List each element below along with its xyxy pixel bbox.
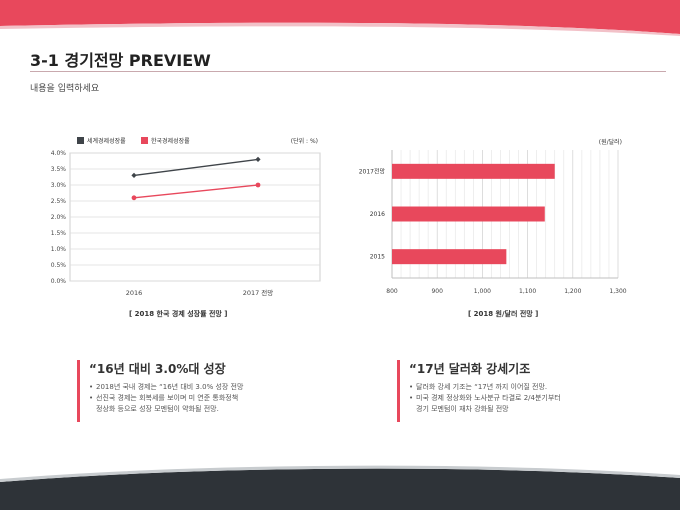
x-tick-label: 2016: [126, 289, 143, 297]
bottom-decorative-band: [0, 465, 680, 510]
bullet-list: 2018년 국내 경제는 “16년 대비 3.0% 성장 전망 선진국 경제는 …: [89, 382, 243, 415]
y-tick-label: 1.0%: [51, 246, 67, 253]
data-point: [255, 156, 261, 162]
bullet-text: 미국 경제 정상화와 노사분규 타결로 2/4분기부터: [416, 394, 561, 402]
x-tick-label: 800: [386, 288, 398, 295]
legend-label: 세계경제성장률: [87, 137, 126, 145]
y-tick-label: 0.5%: [51, 262, 67, 269]
bar: [392, 206, 545, 222]
y-tick-label: 4.0%: [51, 150, 67, 157]
bullet-item: 달러화 강세 기조는 “17년 까지 이어질 전망.: [409, 382, 561, 393]
bullet-list: 달러화 강세 기조는 “17년 까지 이어질 전망. 미국 경제 정상화와 노사…: [409, 382, 561, 415]
category-label: 2015: [370, 254, 385, 261]
data-point: [131, 172, 137, 178]
data-point: [131, 195, 137, 201]
y-tick-label: 1.5%: [51, 230, 67, 237]
unit-label: (원/달러): [599, 138, 622, 146]
y-tick-label: 0.0%: [51, 278, 67, 285]
legend-swatch: [141, 137, 148, 144]
x-tick-label: 1,300: [609, 288, 626, 295]
legend-label: 한국경제성장률: [151, 137, 190, 145]
bullet-text: 달러화 강세 기조는 “17년 까지 이어질 전망.: [416, 383, 548, 391]
block-heading: “17년 달러화 강세기조: [409, 362, 531, 376]
y-tick-label: 3.5%: [51, 166, 67, 173]
x-tick-label: 2017 전망: [243, 288, 274, 297]
x-tick-label: 1,100: [519, 288, 536, 295]
series-line: [133, 158, 259, 177]
top-decorative-band: [0, 0, 680, 36]
category-label: 2017전망: [359, 167, 386, 175]
exchange-rate-bar-chart: (원/달러) 800 900 1,000 1,100 1,200 1,300 2017전망 20…: [359, 138, 627, 295]
page-title: 3-1 경기전망 PREVIEW: [30, 51, 211, 70]
page-subtitle: 내용을 입력하세요: [30, 84, 100, 94]
bullet-text-continued: 정상화 등으로 성장 모멘텀이 약화될 전망.: [96, 405, 219, 413]
accent-bar: [397, 360, 400, 422]
bullet-text: 2018년 국내 경제는 “16년 대비 3.0% 성장 전망: [96, 383, 244, 391]
bullet-item: 2018년 국내 경제는 “16년 대비 3.0% 성장 전망: [89, 382, 243, 393]
y-tick-label: 2.0%: [51, 214, 67, 221]
legend-swatch: [77, 137, 84, 144]
unit-label: (단위 : %): [291, 137, 318, 145]
bar: [392, 249, 507, 265]
y-tick-label: 2.5%: [51, 198, 67, 205]
x-tick-label: 1,000: [474, 288, 491, 295]
category-label: 2016: [370, 211, 385, 218]
bar: [392, 163, 555, 179]
growth-line-chart: 0.0% 0.5% 1.0% 1.5% 2.0% 2.5% 3.0% 3.5% 4.0% 2016…: [51, 137, 321, 297]
x-tick-label: 900: [431, 288, 443, 295]
series-line: [133, 184, 259, 199]
title-divider: [30, 71, 666, 72]
bar-chart-caption: [ 2018 원/달러 전망 ]: [468, 310, 539, 318]
line-chart-caption: [ 2018 한국 경제 성장률 전망 ]: [129, 310, 228, 318]
y-tick-label: 3.0%: [51, 182, 67, 189]
bullet-text-continued: 경기 모멘텀이 재차 강화될 전망: [416, 405, 509, 413]
bullet-text: 선진국 경제는 회복세를 보이며 미 연준 통화정책: [96, 394, 239, 402]
accent-bar: [77, 360, 80, 422]
block-heading: “16년 대비 3.0%대 성장: [89, 362, 226, 376]
data-point: [255, 182, 261, 188]
x-tick-label: 1,200: [564, 288, 581, 295]
